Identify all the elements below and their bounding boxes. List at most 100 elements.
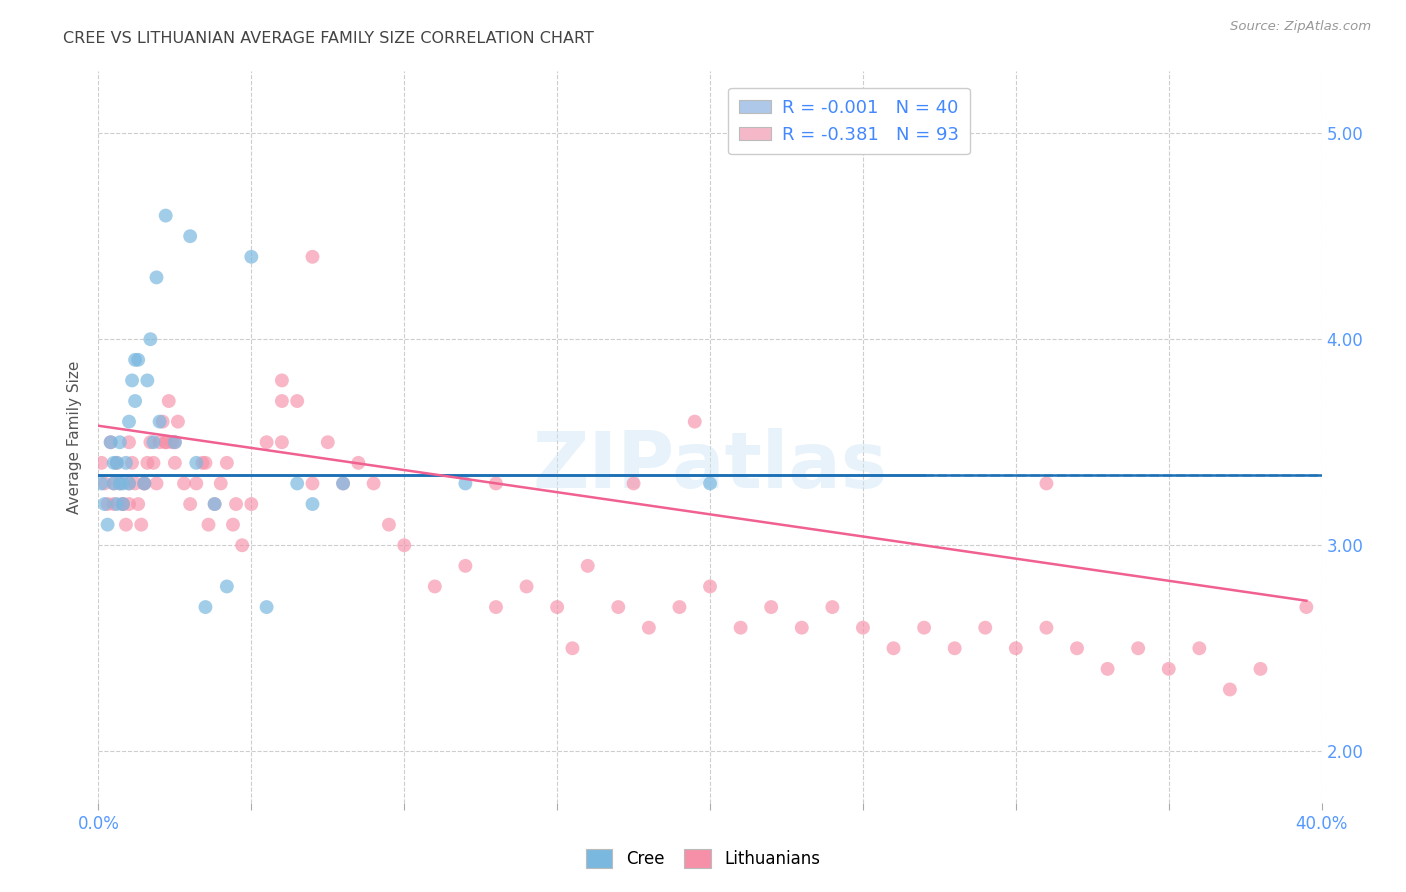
Point — [105, 456, 128, 470]
Point — [301, 497, 323, 511]
Text: ZIPatlas: ZIPatlas — [533, 428, 887, 504]
Point — [121, 456, 143, 470]
Point — [790, 621, 813, 635]
Point — [134, 476, 156, 491]
Point — [93, 497, 115, 511]
Point — [111, 476, 134, 491]
Point — [194, 456, 217, 470]
Point — [231, 538, 253, 552]
Point — [118, 497, 141, 511]
Point — [316, 435, 339, 450]
Point — [197, 517, 219, 532]
Point — [100, 435, 122, 450]
Point — [759, 600, 782, 615]
Text: CREE VS LITHUANIAN AVERAGE FAMILY SIZE CORRELATION CHART: CREE VS LITHUANIAN AVERAGE FAMILY SIZE C… — [63, 31, 595, 46]
Point — [118, 476, 141, 491]
Point — [485, 600, 508, 615]
Point — [852, 621, 875, 635]
Point — [134, 476, 156, 491]
Point — [124, 352, 146, 367]
Point — [546, 600, 568, 615]
Text: Source: ZipAtlas.com: Source: ZipAtlas.com — [1230, 20, 1371, 33]
Point — [347, 456, 370, 470]
Point — [118, 476, 141, 491]
Legend: R = -0.001   N = 40, R = -0.381   N = 93: R = -0.001 N = 40, R = -0.381 N = 93 — [728, 87, 970, 154]
Point — [516, 579, 538, 593]
Point — [576, 558, 599, 573]
Point — [127, 497, 149, 511]
Point — [155, 209, 177, 223]
Point — [270, 435, 292, 450]
Point — [90, 476, 112, 491]
Point — [155, 435, 177, 450]
Y-axis label: Average Family Size: Average Family Size — [67, 360, 83, 514]
Point — [256, 600, 278, 615]
Point — [97, 497, 120, 511]
Point — [215, 579, 238, 593]
Point — [1066, 641, 1088, 656]
Point — [152, 415, 174, 429]
Point — [108, 476, 131, 491]
Point — [912, 126, 935, 140]
Point — [160, 435, 183, 450]
Point — [392, 538, 416, 552]
Point — [142, 435, 165, 450]
Point — [1249, 662, 1271, 676]
Legend: Cree, Lithuanians: Cree, Lithuanians — [579, 843, 827, 875]
Point — [423, 579, 446, 593]
Point — [912, 621, 935, 635]
Point — [378, 517, 401, 532]
Point — [142, 456, 165, 470]
Point — [699, 476, 721, 491]
Point — [194, 600, 217, 615]
Point — [129, 517, 152, 532]
Point — [145, 476, 167, 491]
Point — [139, 332, 162, 346]
Point — [111, 497, 134, 511]
Point — [139, 435, 162, 450]
Point — [167, 415, 190, 429]
Point — [623, 476, 645, 491]
Point — [145, 270, 167, 285]
Point — [155, 435, 177, 450]
Point — [111, 497, 134, 511]
Point — [179, 497, 201, 511]
Point — [191, 456, 214, 470]
Point — [285, 394, 308, 409]
Point — [204, 497, 226, 511]
Point — [270, 373, 292, 387]
Point — [1004, 641, 1026, 656]
Point — [136, 373, 159, 387]
Point — [607, 600, 630, 615]
Point — [127, 352, 149, 367]
Point — [668, 600, 690, 615]
Point — [454, 558, 477, 573]
Point — [163, 435, 186, 450]
Point — [1188, 641, 1211, 656]
Point — [136, 456, 159, 470]
Point — [1097, 662, 1119, 676]
Point — [485, 476, 508, 491]
Point — [699, 579, 721, 593]
Point — [454, 476, 477, 491]
Point — [111, 497, 134, 511]
Point — [332, 476, 354, 491]
Point — [103, 456, 125, 470]
Point — [204, 497, 226, 511]
Point — [883, 641, 905, 656]
Point — [285, 476, 308, 491]
Point — [124, 476, 146, 491]
Point — [1128, 641, 1150, 656]
Point — [943, 641, 966, 656]
Point — [118, 415, 141, 429]
Point — [821, 600, 844, 615]
Point — [121, 373, 143, 387]
Point — [301, 476, 323, 491]
Point — [1219, 682, 1241, 697]
Point — [256, 435, 278, 450]
Point — [179, 229, 201, 244]
Point — [301, 250, 323, 264]
Point — [1157, 662, 1180, 676]
Point — [134, 476, 156, 491]
Point — [209, 476, 232, 491]
